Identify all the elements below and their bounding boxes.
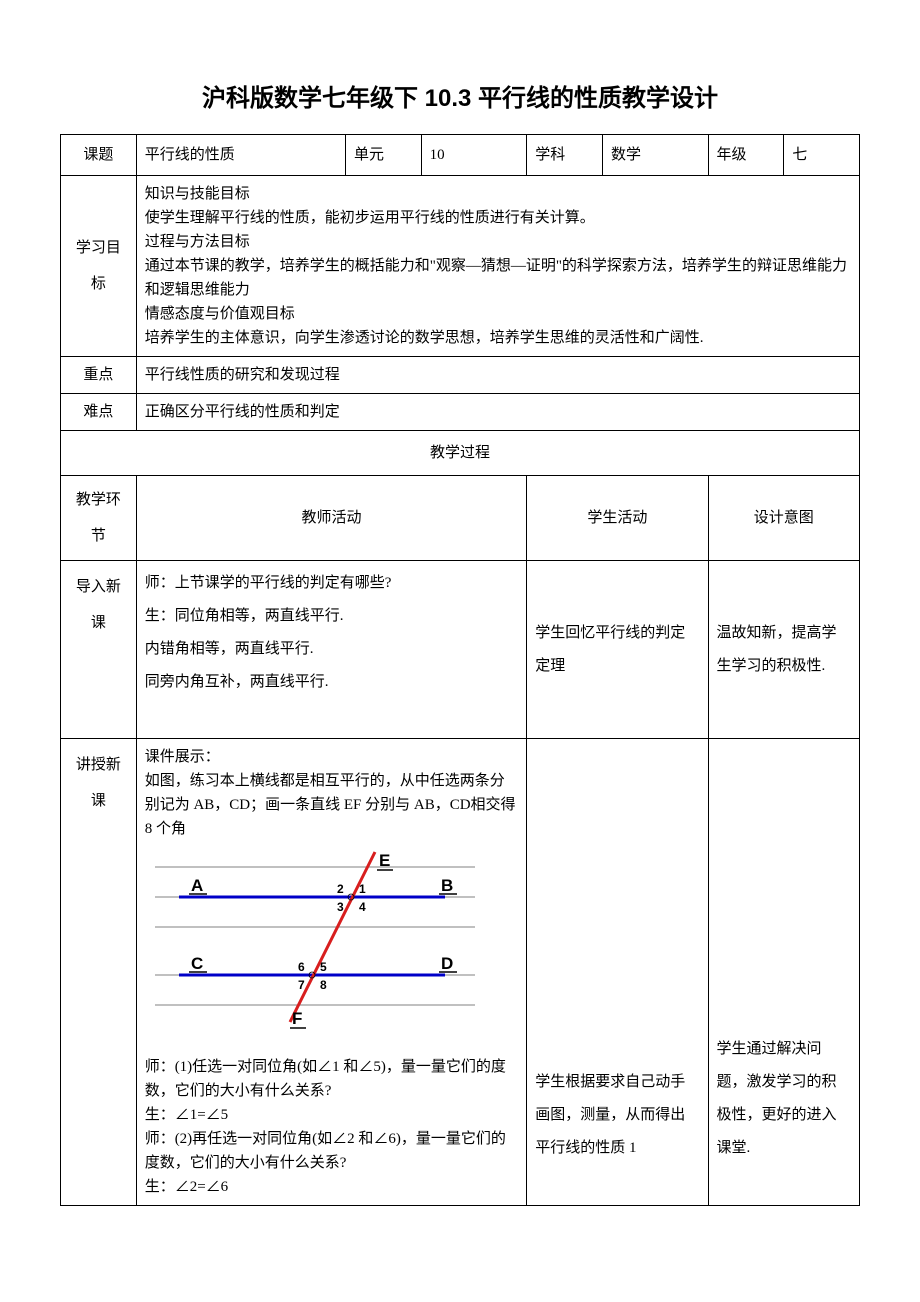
intro-stage: 导入新课: [61, 561, 137, 739]
svg-text:2: 2: [337, 882, 344, 896]
lecture-teacher-line: 生：∠1=∠5: [145, 1103, 519, 1127]
svg-text:8: 8: [320, 978, 327, 992]
svg-text:5: 5: [320, 960, 327, 974]
obj-knowledge-heading: 知识与技能目标: [145, 182, 851, 206]
obj-attitude-body: 培养学生的主体意识，向学生渗透讨论的数学思想，培养学生思维的灵活性和广阔性.: [145, 326, 851, 350]
col-intent: 设计意图: [708, 476, 859, 561]
value-unit: 10: [421, 135, 527, 176]
obj-process-heading: 过程与方法目标: [145, 230, 851, 254]
value-topic: 平行线的性质: [136, 135, 345, 176]
intro-teacher-line: 生：同位角相等，两直线平行.: [145, 600, 519, 633]
col-teacher: 教师活动: [136, 476, 527, 561]
svg-text:D: D: [441, 954, 453, 973]
value-grade: 七: [784, 135, 860, 176]
lecture-intent: 学生通过解决问题，激发学习的积极性，更好的进入课堂.: [708, 739, 859, 1206]
value-subject: 数学: [602, 135, 708, 176]
label-difficulty: 难点: [61, 394, 137, 431]
intro-teacher-line: 同旁内角互补，两直线平行.: [145, 666, 519, 699]
svg-text:E: E: [379, 851, 390, 870]
label-objectives: 学习目标: [61, 176, 137, 357]
obj-knowledge-body: 使学生理解平行线的性质，能初步运用平行线的性质进行有关计算。: [145, 206, 851, 230]
svg-text:1: 1: [359, 882, 366, 896]
objectives-row: 学习目标 知识与技能目标 使学生理解平行线的性质，能初步运用平行线的性质进行有关…: [61, 176, 860, 357]
objectives-body: 知识与技能目标 使学生理解平行线的性质，能初步运用平行线的性质进行有关计算。 过…: [136, 176, 859, 357]
lecture-teacher: 课件展示： 如图，练习本上横线都是相互平行的，从中任选两条分别记为 AB，CD；…: [136, 739, 527, 1206]
lecture-teacher-line: 师：(1)任选一对同位角(如∠1 和∠5)，量一量它们的度数，它们的大小有什么关…: [145, 1055, 519, 1103]
label-unit: 单元: [345, 135, 421, 176]
lecture-row: 讲授新课 课件展示： 如图，练习本上横线都是相互平行的，从中任选两条分别记为 A…: [61, 739, 860, 1206]
lecture-teacher-line: 生：∠2=∠6: [145, 1175, 519, 1199]
intro-teacher: 师：上节课学的平行线的判定有哪些? 生：同位角相等，两直线平行. 内错角相等，两…: [136, 561, 527, 739]
process-header: 教学过程: [61, 431, 860, 476]
svg-text:A: A: [191, 876, 203, 895]
svg-text:B: B: [441, 876, 453, 895]
lecture-student: 学生根据要求自己动手画图，测量，从而得出平行线的性质 1: [527, 739, 708, 1206]
svg-text:F: F: [292, 1009, 302, 1028]
obj-attitude-heading: 情感态度与价值观目标: [145, 302, 851, 326]
intro-intent: 温故知新，提高学生学习的积极性.: [708, 561, 859, 739]
parallel-lines-diagram: A B C D E F 2 1 3 4 6 5 7 8: [145, 847, 519, 1045]
diagram-svg: A B C D E F 2 1 3 4 6 5 7 8: [145, 847, 485, 1037]
svg-text:3: 3: [337, 900, 344, 914]
svg-text:4: 4: [359, 900, 366, 914]
difficulty-text: 正确区分平行线的性质和判定: [136, 394, 859, 431]
svg-text:C: C: [191, 954, 203, 973]
label-keypoint: 重点: [61, 357, 137, 394]
lecture-teacher-line: 师：(2)再任选一对同位角(如∠2 和∠6)，量一量它们的度数，它们的大小有什么…: [145, 1127, 519, 1175]
keypoint-row: 重点 平行线性质的研究和发现过程: [61, 357, 860, 394]
label-topic: 课题: [61, 135, 137, 176]
page-title: 沪科版数学七年级下 10.3 平行线的性质教学设计: [60, 80, 860, 118]
intro-student: 学生回忆平行线的判定定理: [527, 561, 708, 739]
intro-teacher-line: 内错角相等，两直线平行.: [145, 633, 519, 666]
header-row: 课题 平行线的性质 单元 10 学科 数学 年级 七: [61, 135, 860, 176]
columns-row: 教学环节 教师活动 学生活动 设计意图: [61, 476, 860, 561]
lesson-plan-table: 课题 平行线的性质 单元 10 学科 数学 年级 七 学习目标 知识与技能目标 …: [60, 134, 860, 1206]
intro-row: 导入新课 师：上节课学的平行线的判定有哪些? 生：同位角相等，两直线平行. 内错…: [61, 561, 860, 739]
label-grade: 年级: [708, 135, 784, 176]
col-stage: 教学环节: [61, 476, 137, 561]
process-header-row: 教学过程: [61, 431, 860, 476]
obj-process-body: 通过本节课的教学，培养学生的概括能力和"观察—猜想—证明"的科学探索方法，培养学…: [145, 254, 851, 302]
svg-text:6: 6: [298, 960, 305, 974]
intro-teacher-line: 师：上节课学的平行线的判定有哪些?: [145, 567, 519, 600]
keypoint-text: 平行线性质的研究和发现过程: [136, 357, 859, 394]
label-subject: 学科: [527, 135, 603, 176]
lecture-teacher-pre: 课件展示： 如图，练习本上横线都是相互平行的，从中任选两条分别记为 AB，CD；…: [145, 745, 519, 841]
difficulty-row: 难点 正确区分平行线的性质和判定: [61, 394, 860, 431]
svg-text:7: 7: [298, 978, 305, 992]
col-student: 学生活动: [527, 476, 708, 561]
lecture-stage: 讲授新课: [61, 739, 137, 1206]
